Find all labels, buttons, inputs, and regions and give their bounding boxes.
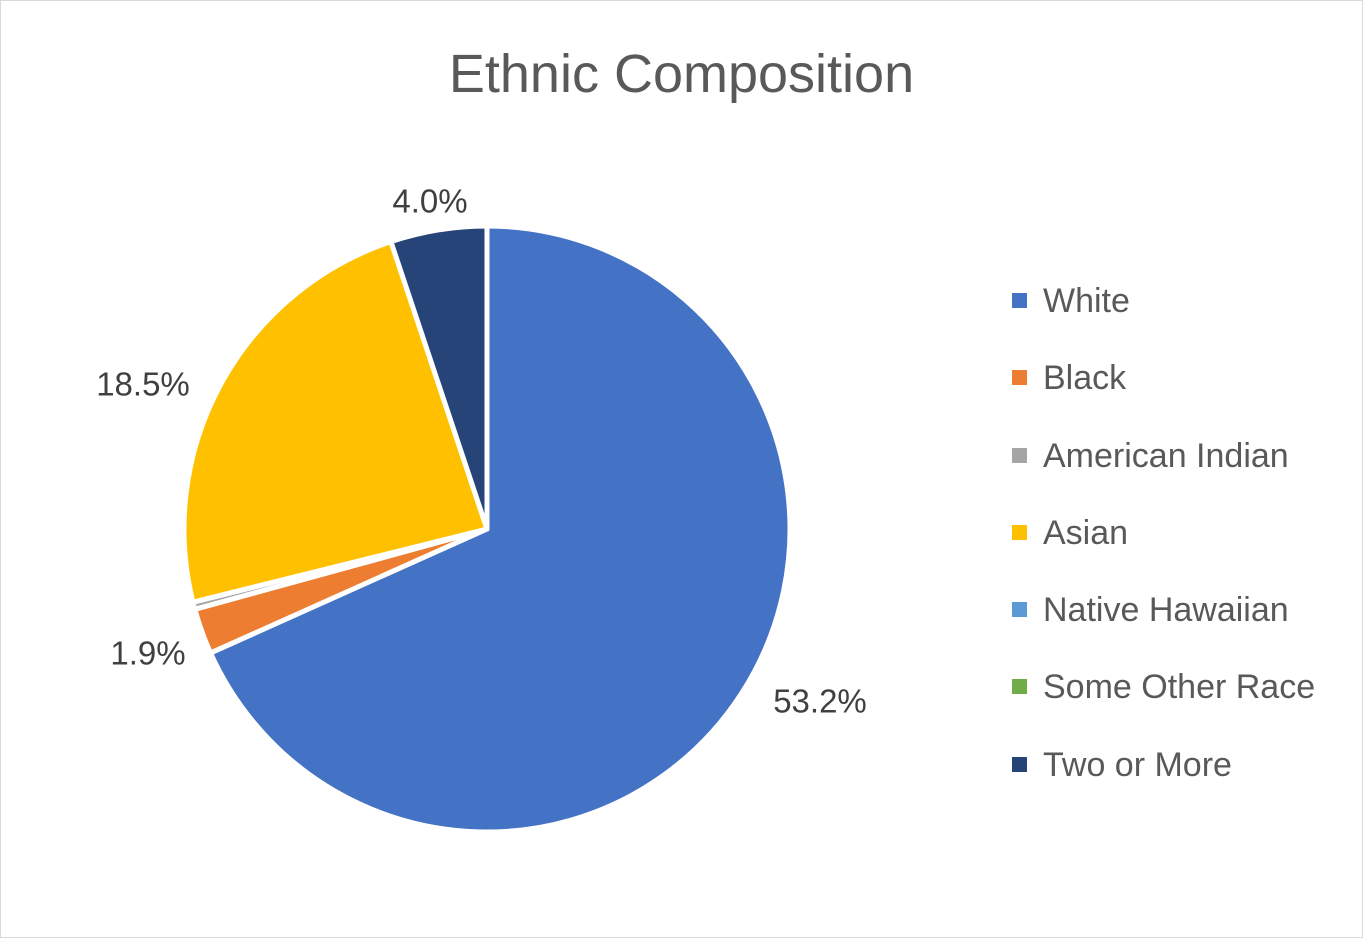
pie-slices [181, 223, 793, 835]
legend-swatch [1012, 524, 1027, 540]
data-label-asian: 18.5% [96, 366, 190, 403]
legend-label: Native Hawaiian [1043, 591, 1289, 630]
legend-label: Asian [1043, 513, 1129, 552]
legend-label: Two or More [1043, 745, 1232, 784]
legend-label: Some Other Race [1043, 668, 1316, 707]
legend-item-two-or-more: Two or More [1012, 743, 1357, 820]
pie-slice-white [208, 223, 793, 835]
legend-label: American Indian [1043, 436, 1289, 475]
pie-data-labels: 53.2% 1.9% 18.5% 4.0% [96, 183, 867, 720]
legend-item-black: Black [1012, 356, 1357, 433]
legend: White Black American Indian Asian Native Haw… [1012, 279, 1357, 820]
legend-swatch [1012, 447, 1027, 463]
legend-label: Black [1043, 359, 1127, 398]
data-label-white: 53.2% [773, 683, 867, 720]
legend-swatch [1012, 370, 1027, 386]
legend-label: White [1043, 282, 1130, 320]
legend-item-asian: Asian [1012, 511, 1357, 588]
legend-swatch [1012, 293, 1027, 308]
chart-title: Ethnic Composition [448, 44, 915, 104]
legend-swatch [1012, 602, 1027, 618]
legend-item-white: White [1012, 279, 1357, 356]
pie-slice-two-or-more [388, 223, 490, 532]
legend-item-native-hawaiian: Native Hawaiian [1012, 588, 1357, 665]
pie-slice-asian [181, 239, 490, 605]
legend-swatch [1012, 679, 1027, 695]
data-label-two-or-more: 4.0% [392, 183, 467, 220]
legend-item-some-other-race: Some Other Race [1012, 665, 1357, 742]
legend-swatch [1012, 756, 1027, 772]
data-label-black: 1.9% [110, 635, 185, 672]
legend-item-american-indian: American Indian [1012, 434, 1357, 511]
